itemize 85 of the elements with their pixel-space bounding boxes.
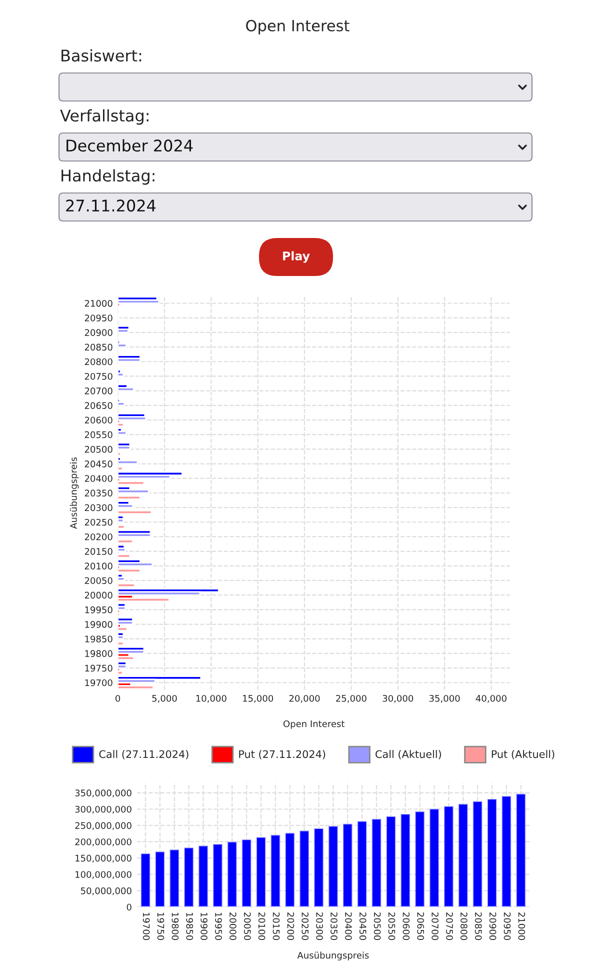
y-tick-label: 200,000,000 [75, 838, 132, 846]
y-tick-label: 300,000,000 [75, 806, 132, 814]
legend-label: Put (Aktuell) [492, 750, 554, 760]
y-tick-label: 20650 [84, 402, 112, 409]
x-tick-label: 20450 [359, 912, 366, 940]
text: Basiswert: [62, 49, 142, 62]
y-tick-label: 350,000,000 [75, 790, 132, 798]
y-tick-label: 19900 [85, 620, 112, 628]
y-tick-label: 20250 [84, 518, 112, 526]
y-tick-label: 20950 [84, 314, 112, 322]
y-tick-label: 19950 [85, 606, 112, 614]
legend-label: Put (27.11.2024) [239, 750, 326, 760]
x-tick-label: 20000 [230, 912, 236, 940]
y-tick-label: 50,000,000 [80, 887, 132, 896]
x-tick-label: 19850 [186, 912, 194, 940]
y-tick-label: 20050 [84, 577, 112, 584]
x-tick-label: 0 [116, 694, 120, 702]
y-tick-label: 20350 [84, 490, 112, 496]
y-tick-label: 20500 [84, 446, 112, 453]
x-tick-label: 19750 [157, 912, 164, 940]
y-tick-label: 20300 [84, 504, 112, 512]
x-tick-label: 20100 [258, 912, 266, 940]
x-tick-label: 19700 [142, 912, 150, 940]
y-tick-label: 20600 [84, 416, 112, 424]
x-tick-label: 20600 [402, 912, 410, 940]
y-tick-label: 19800 [85, 650, 112, 657]
text: Handelstag: [62, 169, 154, 185]
x-tick-label: 20050 [244, 912, 251, 940]
x-tick-label: 20700 [432, 912, 438, 940]
y-tick-label: 20200 [84, 533, 112, 540]
y-tick-label: 20150 [84, 548, 112, 555]
x-tick-label: 20800 [460, 912, 468, 940]
text: 27.11.2024 [66, 200, 156, 212]
y-tick-label: 19750 [85, 664, 112, 672]
legend-label: Call (27.11.2024) [99, 750, 188, 760]
x-tick-label: 40,000 [476, 694, 506, 703]
x-tick-label: 20550 [388, 912, 396, 940]
x-tick-label: 20250 [302, 912, 309, 940]
x-tick-label: 20750 [446, 912, 453, 940]
x-tick-label: 19800 [172, 912, 179, 940]
y-tick-label: 0 [126, 904, 132, 911]
x-tick-label: 20200 [287, 912, 294, 940]
y-tick-label: 20900 [84, 329, 112, 336]
x-tick-label: 10,000 [196, 694, 226, 703]
x-tick-label: 35,000 [429, 694, 460, 703]
y-tick-label: 20750 [84, 372, 112, 380]
x-tick-label: 20850 [474, 912, 482, 940]
x-tick-label: 25,000 [336, 694, 366, 703]
x-tick-label: 20950 [504, 912, 511, 940]
text: December 2024 [66, 139, 193, 152]
text: Play [283, 251, 310, 263]
x-tick-label: 20,000 [289, 694, 320, 703]
y-tick-label: 20800 [84, 358, 112, 366]
x-tick-label: 19900 [200, 912, 208, 940]
x-tick-label: 30,000 [382, 694, 414, 703]
x-tick-label: 20500 [374, 912, 381, 940]
y-tick-label: 20450 [84, 460, 112, 468]
y-tick-label: 19700 [85, 679, 112, 686]
y-tick-label: 250,000,000 [75, 822, 132, 830]
x-tick-label: 21000 [518, 912, 526, 940]
x-axis-title: Ausübungspreis [297, 952, 369, 960]
x-axis-title: Open Interest [283, 720, 345, 729]
chart-title: Open Interest [246, 20, 350, 34]
x-tick-label: 19950 [215, 912, 222, 940]
y-tick-label: 20850 [84, 344, 112, 351]
x-tick-label: 20900 [489, 912, 496, 940]
text: Verfallstag: [60, 109, 148, 125]
x-tick-label: 20150 [272, 912, 280, 940]
y-tick-label: 150,000,000 [76, 854, 132, 863]
x-tick-label: 20300 [316, 912, 323, 940]
x-tick-label: 15,000 [243, 694, 274, 703]
x-tick-label: 20650 [417, 912, 424, 940]
y-tick-label: 20400 [84, 475, 112, 482]
x-tick-label: 5,000 [152, 694, 177, 703]
x-tick-label: 20350 [330, 912, 338, 940]
y-tick-label: 20550 [84, 431, 112, 438]
x-tick-label: 20400 [345, 912, 352, 940]
y-tick-label: 20000 [84, 592, 112, 599]
y-tick-label: 19850 [85, 636, 112, 642]
y-tick-label: 100,000,000 [76, 871, 132, 879]
y-tick-label: 20700 [84, 388, 112, 394]
y-axis-title: Ausübungspreis [70, 457, 79, 529]
y-tick-label: 20100 [84, 562, 112, 570]
legend-label: Call (Aktuell) [376, 750, 441, 760]
y-tick-label: 21000 [84, 300, 112, 307]
